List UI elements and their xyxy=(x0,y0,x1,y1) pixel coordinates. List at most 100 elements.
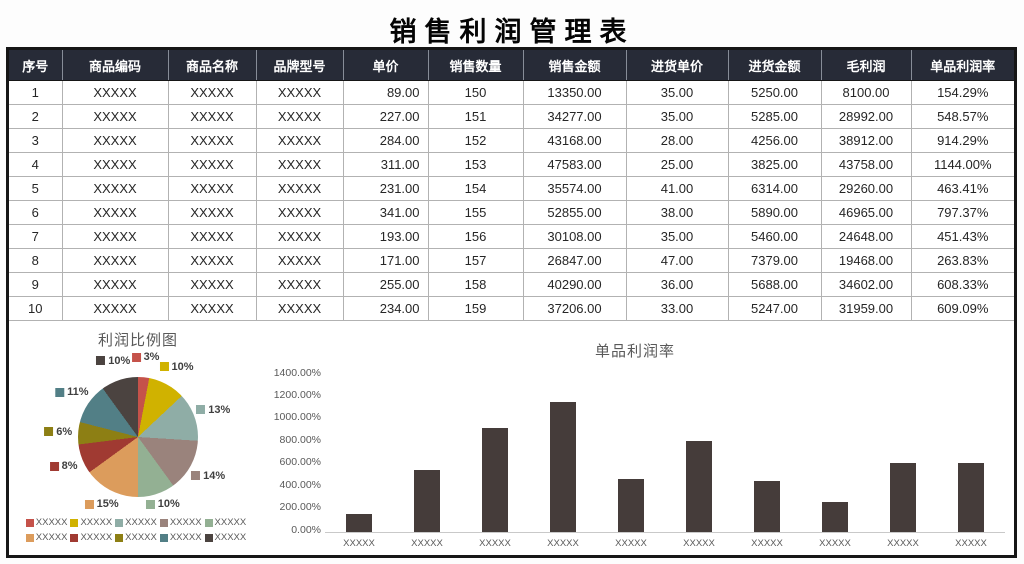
table-cell[interactable]: XXXXX xyxy=(167,224,257,249)
table-cell[interactable]: 159 xyxy=(427,296,524,321)
table-cell[interactable]: 150 xyxy=(427,80,524,105)
table-cell[interactable]: 451.43% xyxy=(910,224,1014,249)
table-cell[interactable]: XXXXX xyxy=(167,80,257,105)
table-cell[interactable]: XXXXX xyxy=(167,272,257,297)
table-cell[interactable]: XXXXX xyxy=(167,152,257,177)
table-cell[interactable]: XXXXX xyxy=(255,80,344,105)
table-cell[interactable]: 46965.00 xyxy=(820,200,912,225)
table-cell[interactable]: 24648.00 xyxy=(820,224,912,249)
table-cell[interactable]: XXXXX xyxy=(167,296,257,321)
legend-item[interactable]: XXXXX xyxy=(204,517,246,528)
column-header[interactable]: 进货金额 xyxy=(728,50,822,81)
table-cell[interactable]: 3 xyxy=(9,128,63,153)
table-cell[interactable]: 25.00 xyxy=(625,152,729,177)
column-header[interactable]: 序号 xyxy=(9,50,63,81)
table-cell[interactable]: 8 xyxy=(9,248,63,273)
table-cell[interactable]: 33.00 xyxy=(625,296,729,321)
table-cell[interactable]: 7 xyxy=(9,224,63,249)
column-header[interactable]: 单价 xyxy=(343,50,429,81)
table-cell[interactable]: XXXXX xyxy=(61,176,169,201)
table-cell[interactable]: XXXXX xyxy=(255,200,344,225)
table-cell[interactable]: 4 xyxy=(9,152,63,177)
table-cell[interactable]: 7379.00 xyxy=(727,248,822,273)
legend-item[interactable]: XXXXX xyxy=(115,532,157,543)
table-cell[interactable]: 284.00 xyxy=(342,128,429,153)
table-cell[interactable]: 9 xyxy=(9,272,63,297)
legend-item[interactable]: XXXXX xyxy=(204,532,246,543)
table-cell[interactable]: 38.00 xyxy=(625,200,729,225)
table-cell[interactable]: 6 xyxy=(9,200,63,225)
table-cell[interactable]: 1 xyxy=(9,80,63,105)
table-cell[interactable]: 171.00 xyxy=(342,248,429,273)
table-cell[interactable]: 31959.00 xyxy=(820,296,912,321)
table-cell[interactable]: 231.00 xyxy=(342,176,429,201)
table-cell[interactable]: XXXXX xyxy=(255,104,344,129)
table-cell[interactable]: 311.00 xyxy=(342,152,429,177)
legend-item[interactable]: XXXXX xyxy=(159,532,202,543)
table-cell[interactable]: 34277.00 xyxy=(522,104,627,129)
table-cell[interactable]: 1144.00% xyxy=(910,152,1014,177)
table-cell[interactable]: 52855.00 xyxy=(522,200,627,225)
table-cell[interactable]: 341.00 xyxy=(342,200,429,225)
table-cell[interactable]: XXXXX xyxy=(255,272,344,297)
table-cell[interactable]: 38912.00 xyxy=(820,128,912,153)
table-cell[interactable]: 152 xyxy=(427,128,524,153)
table-cell[interactable]: 5247.00 xyxy=(727,296,822,321)
table-cell[interactable]: 227.00 xyxy=(342,104,429,129)
table-cell[interactable]: 5285.00 xyxy=(727,104,822,129)
table-cell[interactable]: 41.00 xyxy=(625,176,729,201)
table-cell[interactable]: 13350.00 xyxy=(522,80,627,105)
table-cell[interactable]: 548.57% xyxy=(910,104,1014,129)
table-cell[interactable]: XXXXX xyxy=(167,176,257,201)
table-cell[interactable]: 30108.00 xyxy=(522,224,627,249)
table-cell[interactable]: 35.00 xyxy=(625,224,729,249)
table-cell[interactable]: 19468.00 xyxy=(820,248,912,273)
table-cell[interactable]: 43758.00 xyxy=(820,152,912,177)
table-cell[interactable]: XXXXX xyxy=(61,104,169,129)
legend-item[interactable]: XXXXX xyxy=(70,517,112,528)
table-cell[interactable]: 29260.00 xyxy=(820,176,912,201)
table-cell[interactable]: 4256.00 xyxy=(727,128,822,153)
table-cell[interactable]: 10 xyxy=(9,296,63,321)
table-cell[interactable]: 255.00 xyxy=(342,272,429,297)
table-cell[interactable]: 914.29% xyxy=(910,128,1014,153)
table-cell[interactable]: 463.41% xyxy=(910,176,1014,201)
column-header[interactable]: 毛利润 xyxy=(821,50,912,81)
table-cell[interactable]: XXXXX xyxy=(61,248,169,273)
table-cell[interactable]: XXXXX xyxy=(255,152,344,177)
table-cell[interactable]: 153 xyxy=(427,152,524,177)
table-cell[interactable]: 35574.00 xyxy=(522,176,627,201)
table-cell[interactable]: XXXXX xyxy=(167,104,257,129)
column-header[interactable]: 品牌型号 xyxy=(256,50,344,81)
table-cell[interactable]: 5890.00 xyxy=(727,200,822,225)
table-cell[interactable]: 151 xyxy=(427,104,524,129)
table-cell[interactable]: 35.00 xyxy=(625,80,729,105)
table-cell[interactable]: 5460.00 xyxy=(727,224,822,249)
table-cell[interactable]: 609.09% xyxy=(910,296,1014,321)
table-cell[interactable]: 28992.00 xyxy=(820,104,912,129)
table-cell[interactable]: XXXXX xyxy=(255,224,344,249)
table-cell[interactable]: 5 xyxy=(9,176,63,201)
table-cell[interactable]: 47583.00 xyxy=(522,152,627,177)
table-cell[interactable]: 28.00 xyxy=(625,128,729,153)
table-cell[interactable]: 5250.00 xyxy=(727,80,822,105)
table-cell[interactable]: 47.00 xyxy=(625,248,729,273)
table-cell[interactable]: XXXXX xyxy=(255,296,344,321)
table-cell[interactable]: XXXXX xyxy=(61,272,169,297)
table-cell[interactable]: XXXXX xyxy=(167,200,257,225)
table-cell[interactable]: 34602.00 xyxy=(820,272,912,297)
column-header[interactable]: 销售金额 xyxy=(523,50,627,81)
column-header[interactable]: 单品利润率 xyxy=(911,50,1014,81)
legend-item[interactable]: XXXXX xyxy=(25,532,67,543)
table-cell[interactable]: 37206.00 xyxy=(522,296,627,321)
table-cell[interactable]: 43168.00 xyxy=(522,128,627,153)
table-cell[interactable]: XXXXX xyxy=(61,80,169,105)
table-cell[interactable]: XXXXX xyxy=(61,200,169,225)
column-header[interactable]: 进货单价 xyxy=(626,50,729,81)
table-cell[interactable]: XXXXX xyxy=(61,128,169,153)
table-cell[interactable]: 8100.00 xyxy=(820,80,912,105)
column-header[interactable]: 商品编码 xyxy=(62,50,169,81)
table-cell[interactable]: XXXXX xyxy=(167,248,257,273)
bar-chart[interactable]: 单品利润率 1400.00% 1200.00% 1000.00% 800.00% 600… xyxy=(259,321,1014,552)
table-cell[interactable]: XXXXX xyxy=(255,176,344,201)
